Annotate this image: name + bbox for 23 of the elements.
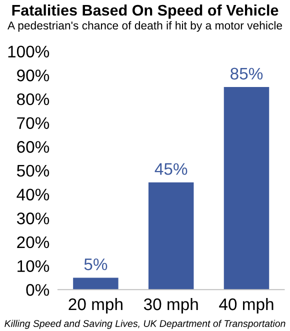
y-tick-label: 60% bbox=[17, 141, 50, 153]
bar bbox=[224, 87, 270, 290]
y-tick-label: 0% bbox=[26, 284, 50, 296]
data-label: 45% bbox=[154, 163, 188, 175]
bar bbox=[73, 278, 118, 290]
text: Killing Speed and Saving Lives, UK Department of Transportation bbox=[4, 320, 286, 329]
y-tick-label: 70% bbox=[17, 117, 50, 130]
y-tick-label: 20% bbox=[17, 236, 50, 248]
y-tick-label: 30% bbox=[16, 212, 50, 224]
chart-title: Fatalities Based On Speed of Vehicle bbox=[12, 4, 278, 19]
y-tick-label: 50% bbox=[16, 164, 50, 177]
x-tick-label: 20 mph bbox=[68, 298, 122, 314]
x-tick-label: 30 mph bbox=[144, 298, 198, 314]
x-tick-label: 40 mph bbox=[219, 298, 274, 314]
y-tick-label: 90% bbox=[17, 70, 50, 82]
y-tick-label: 40% bbox=[16, 188, 50, 200]
data-label: 85% bbox=[230, 68, 263, 80]
y-tick-label: 100% bbox=[8, 46, 50, 58]
y-tick-label: 10% bbox=[18, 260, 50, 272]
bar bbox=[148, 182, 194, 290]
y-tick-label: 80% bbox=[17, 93, 50, 106]
chart-subtitle: A pedestrian's chance of death if hit by a motor vehicle bbox=[8, 21, 282, 32]
data-label: 5% bbox=[84, 258, 108, 270]
